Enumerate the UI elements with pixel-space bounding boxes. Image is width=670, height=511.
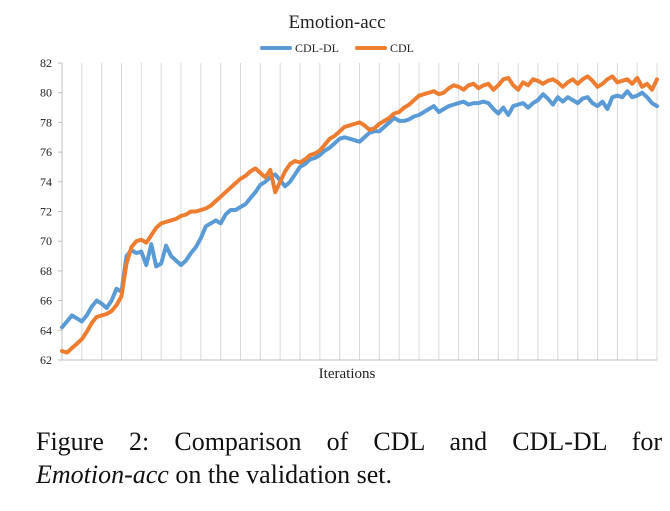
y-tick-label: 66 <box>40 294 52 308</box>
y-tick-label: 68 <box>40 264 52 278</box>
y-tick-label: 78 <box>40 115 52 129</box>
y-tick-label: 70 <box>40 234 52 248</box>
x-axis-label: Iterations <box>319 366 376 382</box>
y-tick-label: 62 <box>40 353 52 367</box>
y-tick-label: 64 <box>40 323 52 337</box>
line-chart: Emotion-acc CDL-DL CDL 62 64 66 68 70 72 74 76 78… <box>40 12 659 382</box>
caption-rest: on the validation set. <box>168 460 392 489</box>
y-tick-label: 74 <box>40 175 52 189</box>
y-tick-label: 72 <box>40 205 52 219</box>
series-line-cdl-dl <box>60 89 659 330</box>
grid-lines <box>61 63 658 361</box>
y-tick-label: 82 <box>40 56 52 70</box>
legend-label: CDL-DL <box>295 41 339 55</box>
y-tick-label: 80 <box>40 86 52 100</box>
figure-caption-line-1: Figure 2: Comparison of CDL and CDL-DL f… <box>36 427 662 456</box>
chart-title: Emotion-acc <box>288 12 385 33</box>
y-axis: 62 64 66 68 70 72 74 76 78 80 82 <box>40 56 62 367</box>
series-line-cdl <box>60 74 659 355</box>
figure-caption-line-2: Emotion-acc on the validation set. <box>36 458 662 491</box>
y-tick-label: 76 <box>40 145 52 159</box>
caption-emphasis: Emotion-acc <box>36 460 169 489</box>
legend-label: CDL <box>390 41 414 55</box>
legend: CDL-DL CDL <box>260 41 414 55</box>
plot-lines <box>60 74 659 355</box>
